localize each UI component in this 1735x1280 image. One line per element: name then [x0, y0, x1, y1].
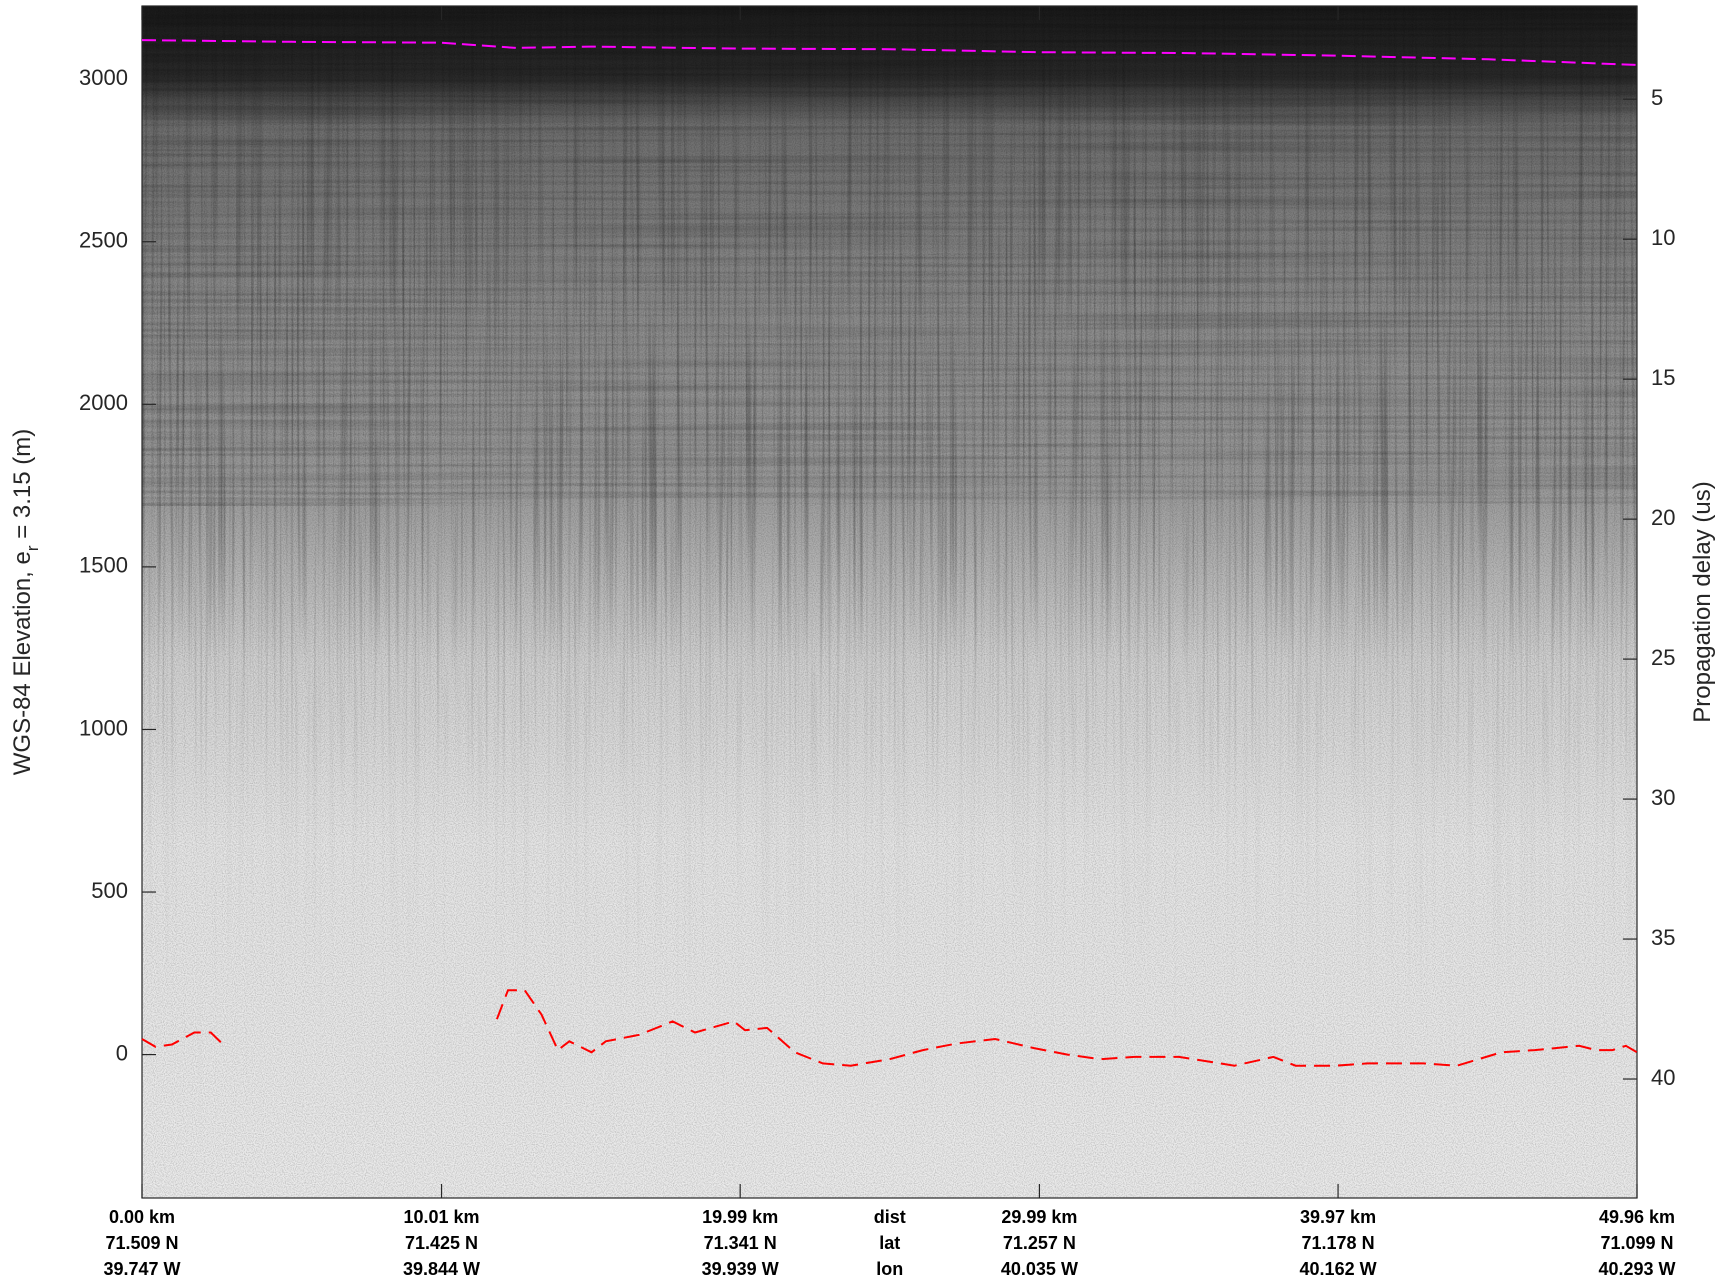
lon-label: 40.162 W	[1300, 1259, 1377, 1279]
lon-label: 40.293 W	[1598, 1259, 1675, 1279]
lon-label: 39.939 W	[702, 1259, 779, 1279]
x-tick-label: 10.01 km	[404, 1207, 480, 1227]
lat-label: 71.257 N	[1003, 1233, 1076, 1253]
row-label: lat	[879, 1233, 900, 1253]
y-tick-label: 500	[91, 878, 128, 903]
y-tick-label: 2000	[79, 390, 128, 415]
row-label: dist	[874, 1207, 906, 1227]
lat-label: 71.341 N	[704, 1233, 777, 1253]
x-tick-label: 39.97 km	[1300, 1207, 1376, 1227]
x-tick-label: 29.99 km	[1001, 1207, 1077, 1227]
x-tick-label: 19.99 km	[702, 1207, 778, 1227]
lat-label: 71.178 N	[1302, 1233, 1375, 1253]
y2-tick-label: 15	[1651, 365, 1675, 390]
lat-label: 71.509 N	[105, 1233, 178, 1253]
y2-tick-label: 10	[1651, 225, 1675, 250]
y2-tick-label: 40	[1651, 1065, 1675, 1090]
y2-tick-label: 35	[1651, 925, 1675, 950]
y-tick-label: 0	[116, 1040, 128, 1065]
y-axis-label: WGS-84 Elevation, er = 3.15 (m)	[9, 429, 42, 776]
y2-tick-label: 30	[1651, 785, 1675, 810]
lon-label: 39.844 W	[403, 1259, 480, 1279]
y2-tick-label: 20	[1651, 505, 1675, 530]
y-tick-label: 2500	[79, 228, 128, 253]
lon-label: 40.035 W	[1001, 1259, 1078, 1279]
y-tick-label: 1000	[79, 715, 128, 740]
y-label-sub: r	[23, 545, 42, 551]
y2-tick-label: 5	[1651, 85, 1663, 110]
data-line	[141, 39, 1638, 66]
y2-axis-label: Propagation delay (us)	[1689, 481, 1716, 722]
row-label: lon	[876, 1259, 903, 1279]
lat-label: 71.425 N	[405, 1233, 478, 1253]
x-tick-label: 0.00 km	[109, 1207, 175, 1227]
lat-label: 71.099 N	[1600, 1233, 1673, 1253]
plot-frame	[141, 5, 1638, 1199]
y2-tick-label: 25	[1651, 645, 1675, 670]
y-tick-label: 3000	[79, 65, 128, 90]
y-tick-label: 1500	[79, 553, 128, 578]
data-line	[141, 989, 1638, 1067]
y-label-text: WGS-84 Elevation, e	[9, 551, 36, 775]
y-label-rest: = 3.15 (m)	[9, 429, 36, 546]
lon-label: 39.747 W	[103, 1259, 180, 1279]
echogram	[142, 6, 1637, 1198]
x-tick-label: 49.96 km	[1599, 1207, 1675, 1227]
